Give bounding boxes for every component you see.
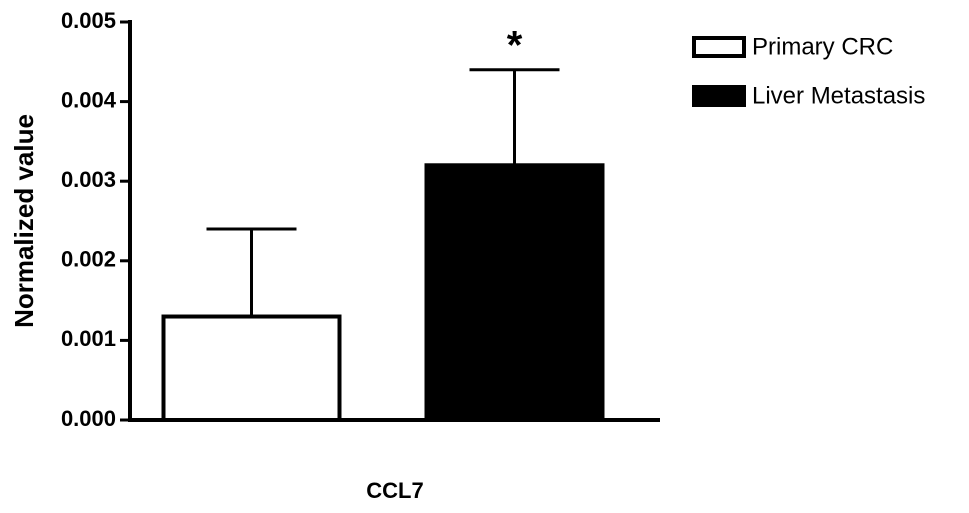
y-tick-label: 0.004	[61, 87, 117, 112]
y-tick-label: 0.003	[61, 167, 116, 192]
y-tick-label: 0.005	[61, 8, 116, 33]
error-bar	[206, 227, 297, 317]
y-axis-label: Normalized value	[9, 114, 39, 328]
error-bar	[469, 68, 560, 166]
legend-label: Primary CRC	[752, 33, 893, 60]
legend-swatch	[692, 36, 746, 58]
legend-swatch	[692, 85, 746, 107]
y-tick-label: 0.002	[61, 247, 116, 272]
legend-label: Liver Metastasis	[752, 82, 925, 109]
x-tick-label: CCL7	[366, 478, 423, 503]
y-tick-label: 0.001	[61, 326, 116, 351]
significance-annotation: *	[507, 23, 523, 67]
y-tick-label: 0.000	[61, 406, 116, 431]
bar	[424, 163, 605, 422]
bar	[161, 314, 342, 422]
